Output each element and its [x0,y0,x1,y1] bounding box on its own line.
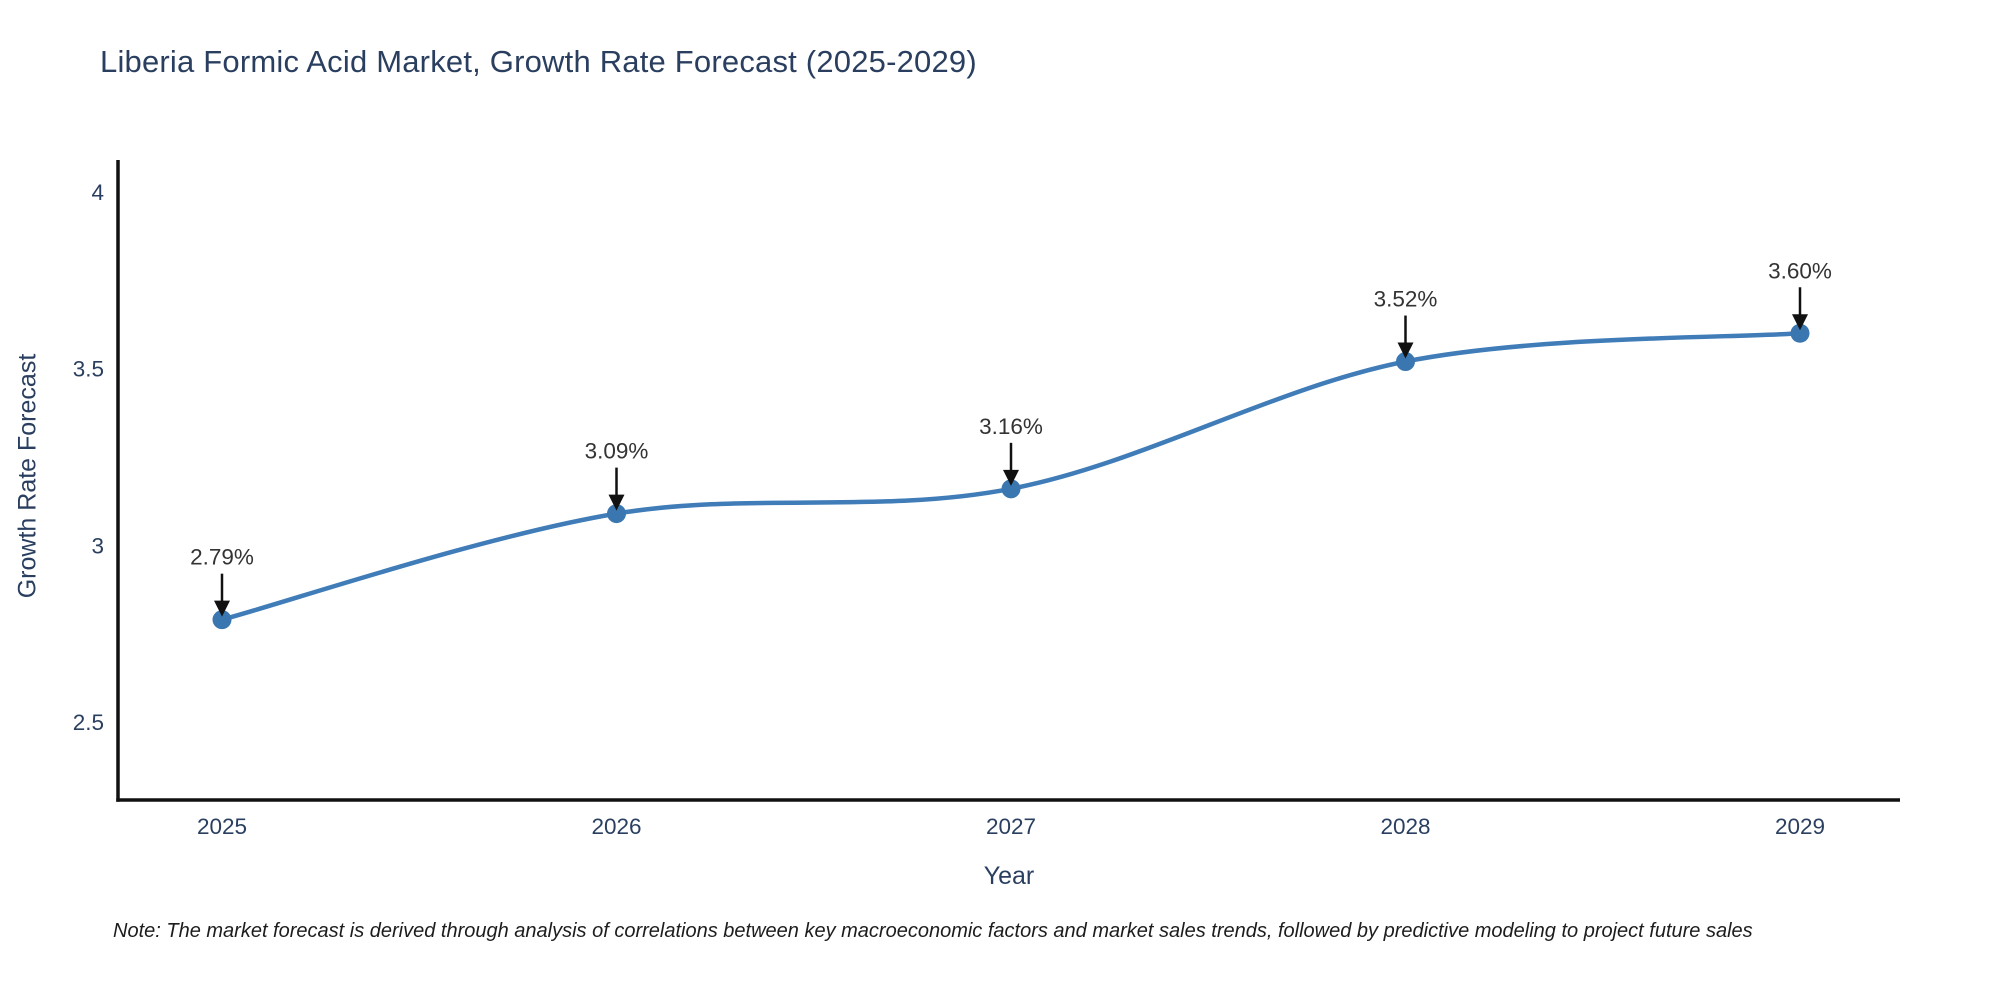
data-point-marker-2027[interactable] [1001,479,1021,499]
data-point-label-2029: 3.60% [1768,258,1832,283]
x-tick-label: 2028 [1380,814,1430,839]
data-point-marker-2028[interactable] [1396,352,1415,372]
y-tick-label: 2.5 [73,710,104,735]
x-tick-label: 2026 [591,814,641,839]
chart-title: Liberia Formic Acid Market, Growth Rate … [100,44,977,79]
data-point-label-2025: 2.79% [190,545,254,570]
annotation-arrow-head [1792,314,1808,331]
y-tick-label: 4 [91,180,104,205]
data-point-label-2028: 3.52% [1374,287,1438,312]
annotation-arrow-head [608,494,625,511]
data-point-marker-2025[interactable] [212,610,232,630]
data-point-marker-2026[interactable] [607,504,626,524]
data-point-label-2026: 3.09% [585,439,649,464]
data-point-label-2027: 3.16% [979,414,1043,439]
data-point-marker-2029[interactable] [1790,323,1810,343]
annotation-arrow-head [1397,342,1414,359]
x-tick-label: 2029 [1775,814,1825,839]
x-axis-title: Year [983,862,1035,890]
x-tick-label: 2027 [986,814,1036,839]
annotation-arrow-head [1003,469,1019,486]
y-tick-label: 3 [91,533,104,558]
annotation-arrow-head [214,600,230,617]
footnote: Note: The market forecast is derived thr… [113,920,1753,942]
x-tick-label: 2025 [197,814,247,839]
y-tick-label: 3.5 [73,357,104,382]
